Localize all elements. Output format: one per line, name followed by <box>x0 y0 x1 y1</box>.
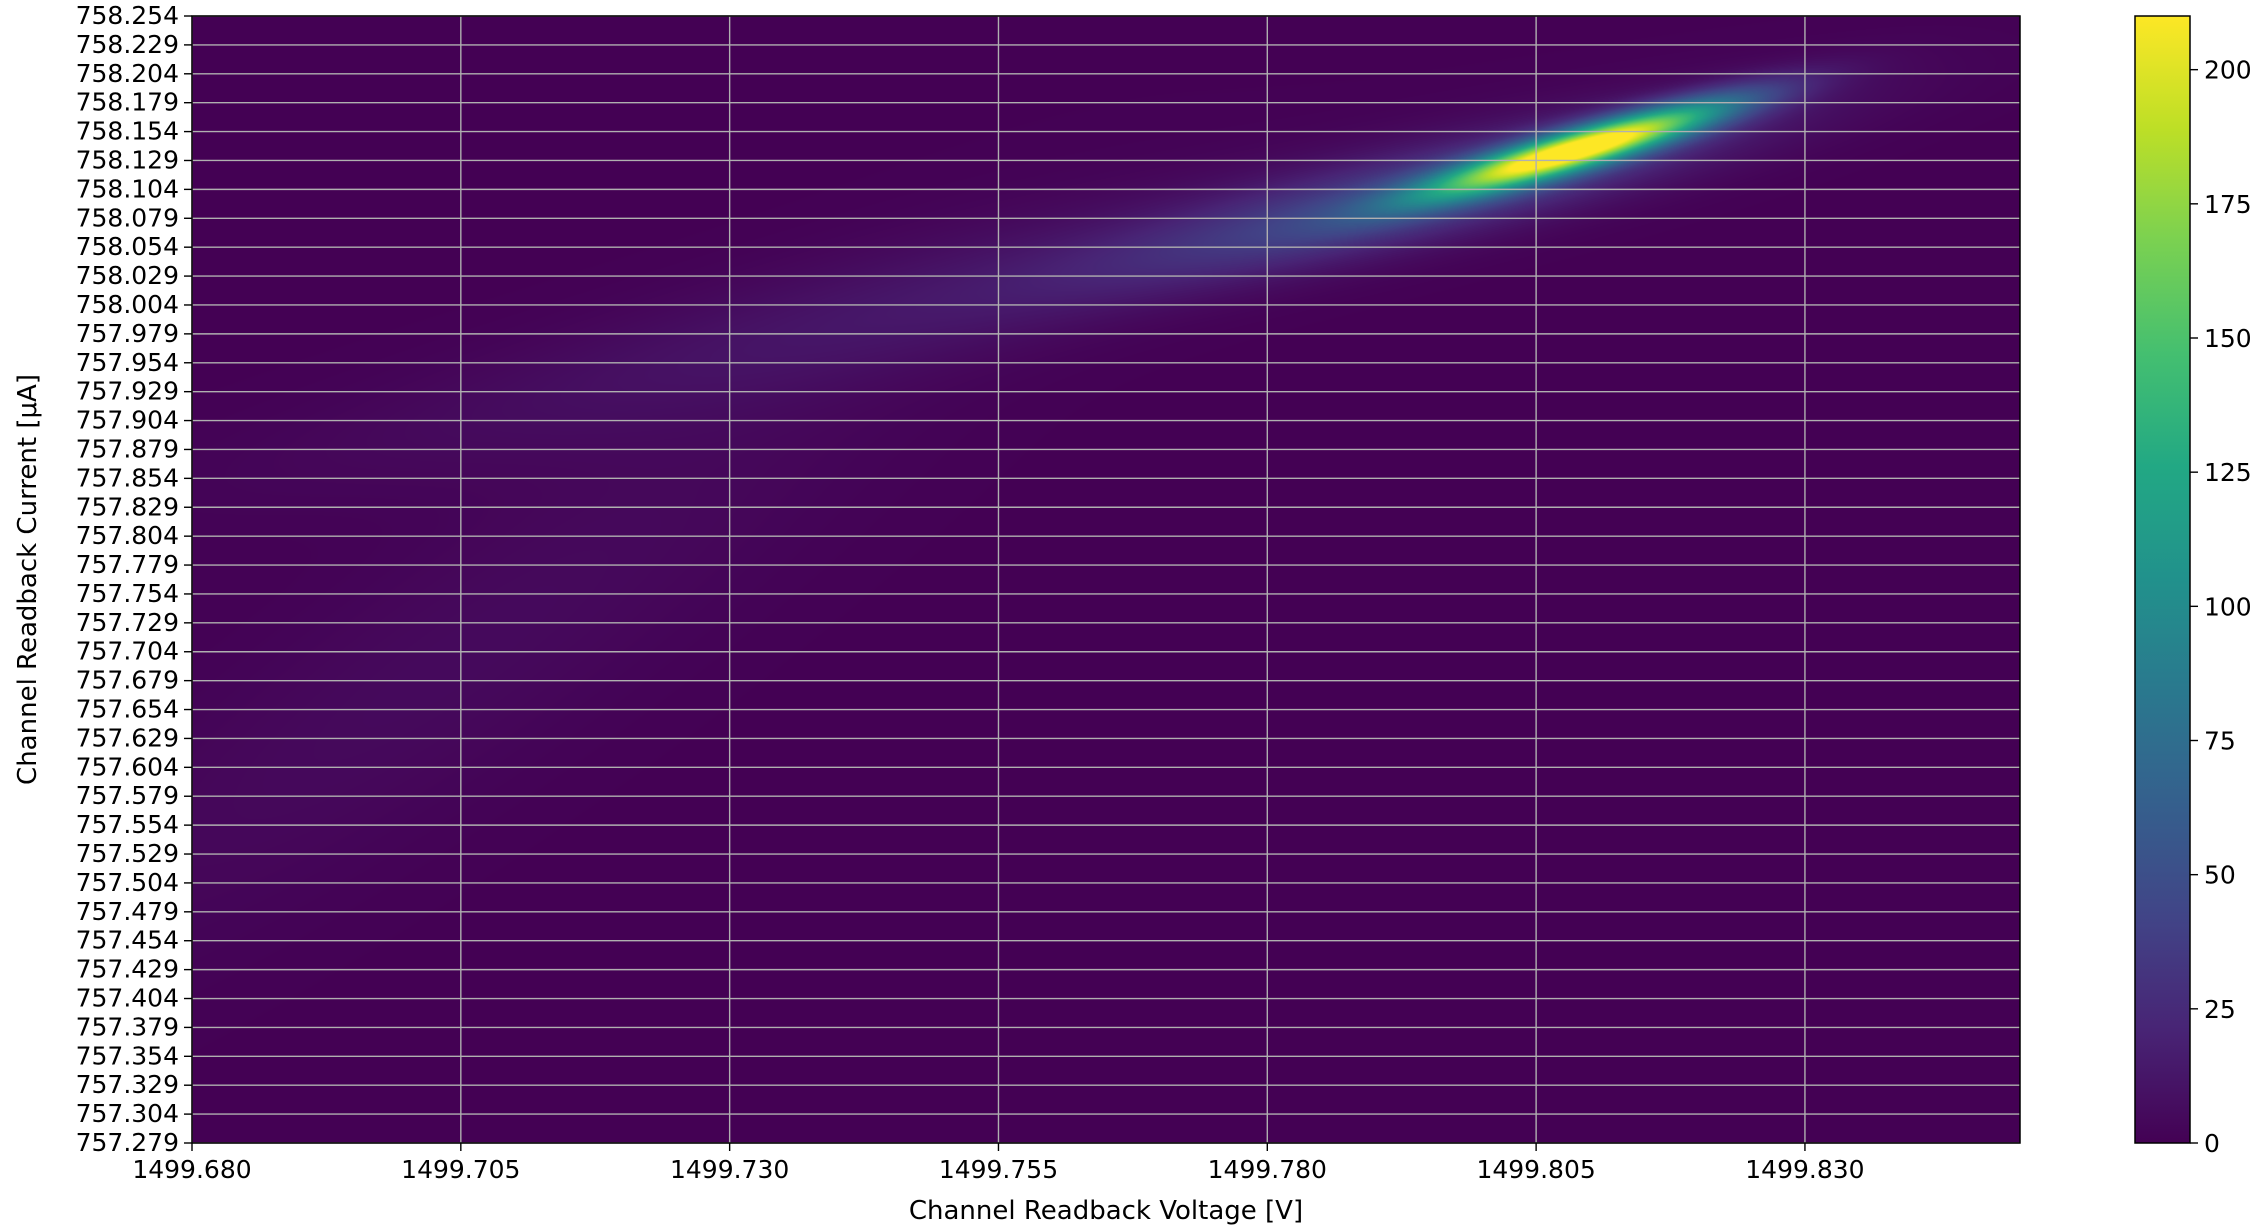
y-tick-label: 757.879 <box>76 434 179 463</box>
colorbar-tick-label: 150 <box>2204 324 2252 353</box>
y-tick-label: 757.854 <box>76 463 179 492</box>
y-tick-label: 757.654 <box>76 695 179 724</box>
y-tick-label: 757.504 <box>76 868 179 897</box>
y-tick-label: 758.079 <box>76 203 179 232</box>
y-tick-label: 757.579 <box>76 781 179 810</box>
y-tick-label: 757.829 <box>76 492 179 521</box>
y-tick-label: 757.404 <box>76 984 179 1013</box>
x-tick-label: 1499.805 <box>1476 1155 1595 1184</box>
y-tick-label: 758.054 <box>76 232 179 261</box>
x-axis: 1499.680 1499.705 1499.730 1499.755 1499.780… <box>132 1143 1865 1184</box>
colorbar-tick-label: 200 <box>2204 56 2252 85</box>
y-tick-label: 757.979 <box>76 319 179 348</box>
colorbar-tick-label: 0 <box>2204 1129 2220 1158</box>
x-tick-label: 1499.780 <box>1208 1155 1327 1184</box>
plot-frame <box>191 15 2021 1144</box>
y-tick-label: 757.929 <box>76 377 179 406</box>
y-tick-label: 757.354 <box>76 1041 179 1070</box>
x-axis-label: Channel Readback Voltage [V] <box>909 1196 1303 1226</box>
colorbar-tick-label: 25 <box>2204 995 2236 1024</box>
y-tick-label: 757.279 <box>76 1128 179 1157</box>
y-tick-label: 757.529 <box>76 839 179 868</box>
colorbar-tick-label: 75 <box>2204 727 2236 756</box>
y-tick-label: 757.904 <box>76 406 179 435</box>
colorbar-tick-label: 100 <box>2204 592 2252 621</box>
x-tick-label: 1499.755 <box>939 1155 1058 1184</box>
colorbar: 0 25 50 75 100 125 150 175 200 <box>2134 15 2252 1158</box>
plot-area <box>191 15 2021 1144</box>
y-tick-label: 758.179 <box>76 88 179 117</box>
x-tick-label: 1499.730 <box>670 1155 789 1184</box>
y-tick-label: 758.129 <box>76 145 179 174</box>
y-tick-label: 757.479 <box>76 897 179 926</box>
y-tick-label: 757.304 <box>76 1099 179 1128</box>
colorbar-scale <box>2134 15 2191 1144</box>
y-tick-label: 757.804 <box>76 521 179 550</box>
y-tick-label: 758.004 <box>76 290 179 319</box>
y-tick-label: 757.629 <box>76 723 179 752</box>
y-tick-label: 758.154 <box>76 117 179 146</box>
y-tick-label: 757.779 <box>76 550 179 579</box>
y-tick-label: 757.379 <box>76 1012 179 1041</box>
y-tick-label: 758.029 <box>76 261 179 290</box>
colorbar-tick-label: 125 <box>2204 458 2252 487</box>
y-tick-label: 757.604 <box>76 752 179 781</box>
x-tick-label: 1499.830 <box>1745 1155 1864 1184</box>
y-tick-label: 757.429 <box>76 955 179 984</box>
heatmap-image-container <box>192 16 2020 1143</box>
y-tick-label: 758.204 <box>76 59 179 88</box>
y-tick-label: 758.229 <box>76 30 179 59</box>
y-tick-label: 757.679 <box>76 666 179 695</box>
y-tick-label: 757.704 <box>76 637 179 666</box>
colorbar-tick-label: 50 <box>2204 861 2236 890</box>
colorbar-tick-label: 175 <box>2204 190 2252 219</box>
y-tick-label: 757.954 <box>76 348 179 377</box>
y-tick-label: 757.729 <box>76 608 179 637</box>
y-tick-label: 758.104 <box>76 174 179 203</box>
x-tick-label: 1499.705 <box>401 1155 520 1184</box>
y-axis: 757.279757.304757.329757.354757.379757.4… <box>76 1 192 1157</box>
heatmap-density-image <box>192 16 2020 1143</box>
x-tick-label: 1499.680 <box>132 1155 251 1184</box>
y-tick-label: 757.454 <box>76 926 179 955</box>
y-tick-label: 757.754 <box>76 579 179 608</box>
y-tick-label: 758.254 <box>76 1 179 30</box>
y-tick-label: 757.329 <box>76 1070 179 1099</box>
y-tick-label: 757.554 <box>76 810 179 839</box>
y-axis-label: Channel Readback Current [μA] <box>13 374 43 785</box>
colorbar-ticks: 0 25 50 75 100 125 150 175 200 <box>2190 56 2252 1158</box>
